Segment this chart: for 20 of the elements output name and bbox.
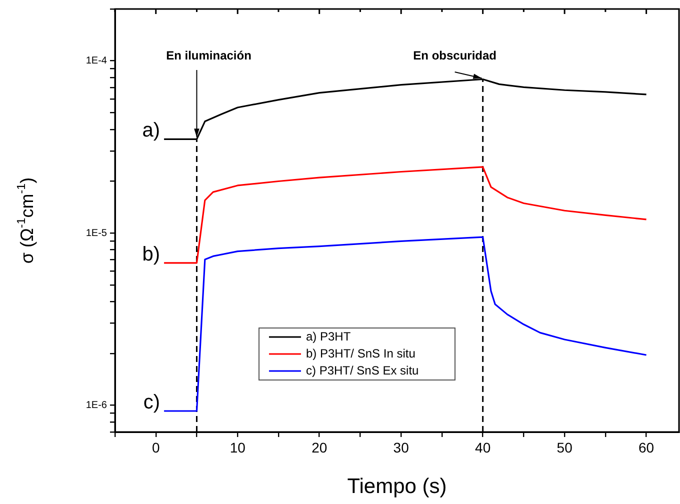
annotation: b) (142, 243, 160, 266)
annotation: c) (143, 392, 160, 414)
legend-label: b) P3HT/ SnS In situ (306, 346, 416, 360)
x-tick-label: 50 (556, 439, 573, 456)
y-tick-label: 1E-6 (86, 400, 108, 412)
legend-label: c) P3HT/ SnS Ex situ (306, 363, 419, 378)
x-tick-label: 60 (638, 439, 654, 456)
x-tick-label: 20 (312, 439, 328, 456)
x-tick-label: 0 (152, 439, 160, 456)
x-tick-label: 40 (475, 439, 491, 456)
annotation: En iluminación (166, 48, 252, 62)
legend-label: a) P3HT (306, 329, 352, 344)
annotation: a) (142, 120, 160, 142)
y-tick-label: 1E-5 (86, 228, 108, 239)
y-tick-label: 1E-4 (86, 56, 108, 67)
annotation: En obscuridad (413, 48, 496, 62)
x-tick-label: 30 (393, 439, 410, 456)
x-tick-label: 10 (230, 439, 246, 456)
x-axis-title: Tiempo (s) (347, 475, 447, 498)
y-axis-title: σ (Ω-1cm-1) (14, 177, 37, 264)
